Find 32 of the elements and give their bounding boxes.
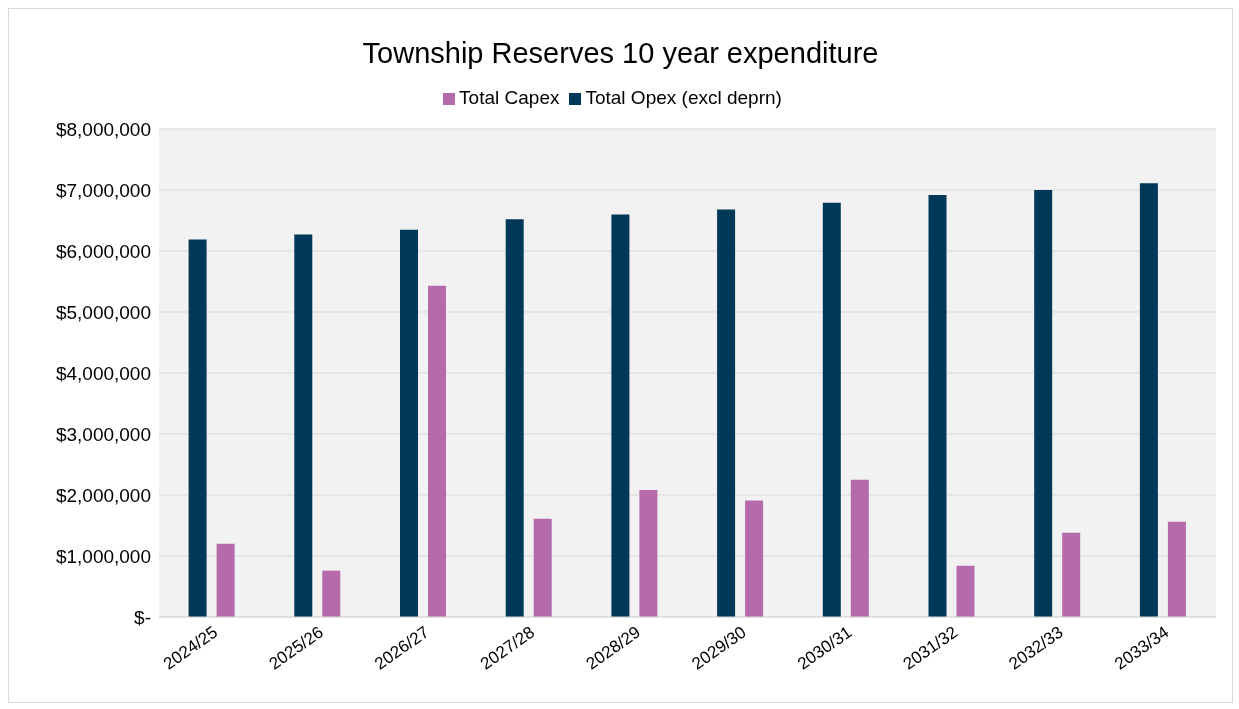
bar: [294, 234, 313, 617]
chart-title: Township Reserves 10 year expenditure: [361, 37, 880, 71]
y-tick-label: $2,000,000: [55, 484, 151, 506]
y-tick-label: $-: [134, 606, 151, 628]
bar: [533, 518, 552, 617]
bar: [928, 194, 947, 617]
bar: [1167, 521, 1186, 617]
bar: [717, 209, 736, 617]
bar: [1034, 190, 1053, 617]
bar: [188, 239, 207, 617]
bar: [639, 490, 658, 617]
legend-label: Total Capex: [459, 87, 560, 108]
bar: [400, 229, 418, 617]
legend-label: Total Opex (excl deprn): [585, 87, 782, 108]
y-tick-label: $1,000,000: [55, 545, 151, 567]
bar: [1139, 183, 1158, 617]
bar: [1062, 532, 1081, 617]
y-tick-label: $3,000,000: [55, 423, 151, 445]
y-tick-label: $5,000,000: [55, 301, 151, 323]
bar: [956, 565, 975, 617]
bar: [611, 214, 630, 617]
bar: [428, 285, 446, 617]
y-tick-label: $7,000,000: [55, 179, 151, 201]
bar: [216, 543, 235, 617]
bar: [505, 219, 524, 617]
y-tick-label: $6,000,000: [55, 240, 151, 262]
bar: [745, 500, 764, 617]
y-tick-label: $4,000,000: [55, 362, 151, 384]
bar: [850, 479, 869, 617]
y-tick-label: $8,000,000: [55, 118, 151, 140]
bar: [822, 202, 841, 617]
bar: [322, 570, 341, 617]
